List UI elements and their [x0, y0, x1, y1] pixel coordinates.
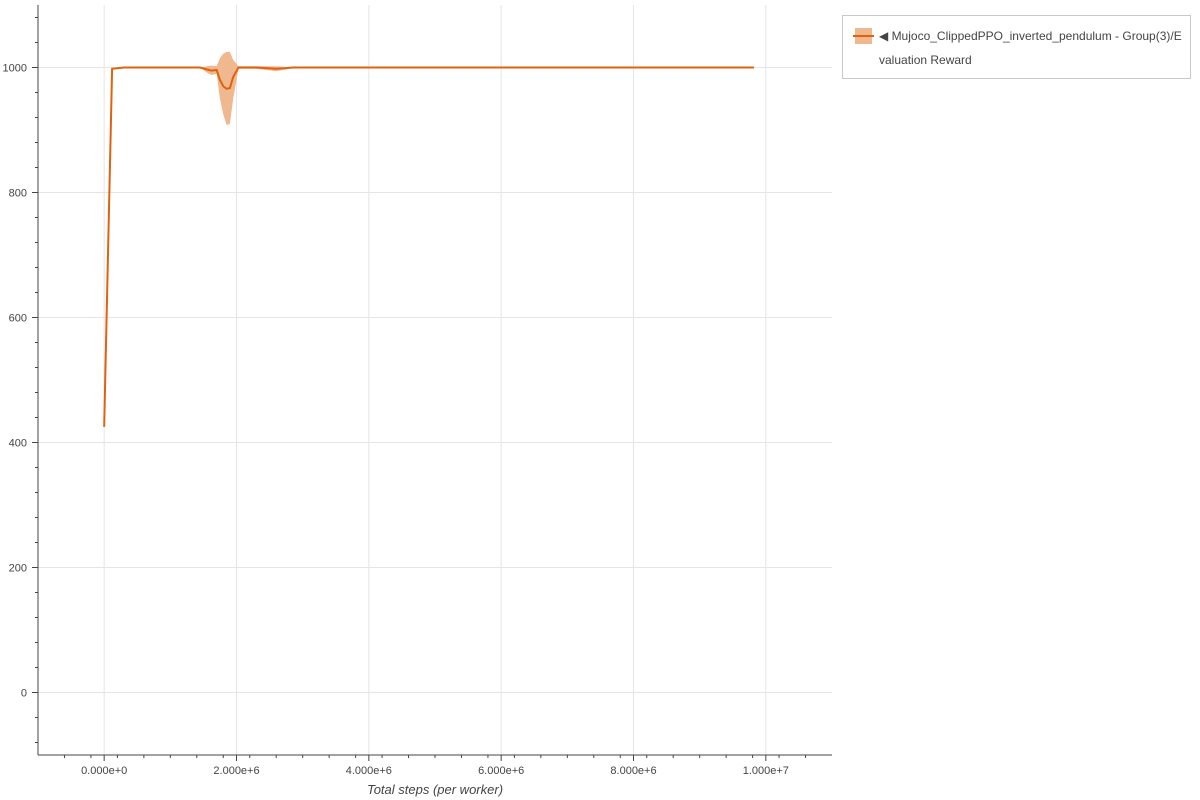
y-tick-label: 1000 — [3, 63, 27, 75]
y-tick-label: 600 — [9, 313, 27, 325]
y-tick-label: 200 — [9, 563, 27, 575]
series-line — [103, 66, 754, 427]
x-axis-label: Total steps (per worker) — [367, 782, 503, 797]
x-tick-label: 6.000e+6 — [478, 765, 524, 777]
legend-label-line2: valuation Reward — [879, 53, 972, 67]
legend-swatch — [853, 28, 874, 44]
x-tick-label: 1.000e+7 — [743, 765, 789, 777]
x-tick-label: 0.000e+0 — [81, 765, 127, 777]
x-tick-label: 8.000e+6 — [610, 765, 656, 777]
x-tick-label: 4.000e+6 — [346, 765, 392, 777]
legend-label-line1: ◀ Mujoco_ClippedPPO_inverted_pendulum - … — [879, 29, 1182, 43]
y-tick-label: 800 — [9, 188, 27, 200]
series-band — [104, 51, 754, 427]
y-tick-label: 0 — [21, 688, 27, 700]
y-tick-label: 400 — [9, 438, 27, 450]
x-tick-label: 2.000e+6 — [213, 765, 259, 777]
legend[interactable]: ◀ Mujoco_ClippedPPO_inverted_pendulum - … — [842, 15, 1191, 79]
